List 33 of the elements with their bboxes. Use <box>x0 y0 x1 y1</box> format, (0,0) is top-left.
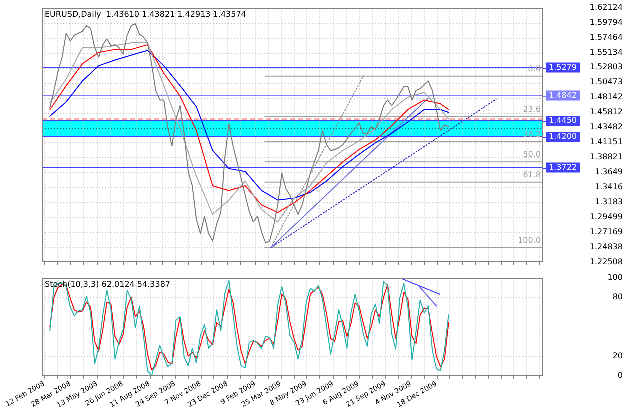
y-tick-label: 1.57464 <box>590 32 623 42</box>
y-tick-label: 1.3183 <box>595 197 623 206</box>
y-tick-label: 1.55134 <box>590 48 623 57</box>
y-tick-label: 1.52803 <box>590 62 623 72</box>
series-label: 23.6 <box>523 104 541 114</box>
y-tick-label: 1.22508 <box>590 257 623 266</box>
y-tick-label: 1.62124 <box>590 2 623 12</box>
chart-title: EURUSD,Daily 1.43610 1.43821 1.42913 1.43574 <box>45 10 246 19</box>
ref-line-label: 1.5279 <box>549 62 577 72</box>
y-tick-label: 1.29499 <box>590 212 623 222</box>
y-tick-label: 0 <box>618 370 623 380</box>
y-tick-label: 1.38821 <box>590 152 623 162</box>
y-tick-label: 1.3416 <box>595 182 623 192</box>
y-tick-label: 1.50473 <box>590 78 623 87</box>
y-tick-label: 80 <box>612 292 623 302</box>
ref-line-label: 1.4200 <box>549 132 577 142</box>
chart-title: Stoch(10,3,3) 62.0124 54.3387 <box>45 280 171 289</box>
y-tick-label: 20 <box>612 351 623 360</box>
y-tick-label: 1.48142 <box>590 92 623 102</box>
series-label: 50.0 <box>523 150 541 160</box>
series-label: 100.0 <box>518 236 541 246</box>
y-tick-label: 1.24838 <box>590 242 623 252</box>
ref-line-label: 1.4450 <box>549 116 577 126</box>
series-label: 61.8 <box>523 170 541 180</box>
y-tick-label: 1.3649 <box>595 167 623 176</box>
y-tick-label: 100 <box>608 272 623 282</box>
y-tick-label: 1.59794 <box>590 18 623 27</box>
y-tick-label: 1.41151 <box>590 138 623 147</box>
y-tick-label: 1.27169 <box>590 227 623 236</box>
y-tick-label: 1.43482 <box>590 122 623 132</box>
ref-line-label: 1.4842 <box>549 90 577 100</box>
ref-line-label: 1.3722 <box>549 162 577 172</box>
y-tick-label: 1.45812 <box>590 108 623 117</box>
